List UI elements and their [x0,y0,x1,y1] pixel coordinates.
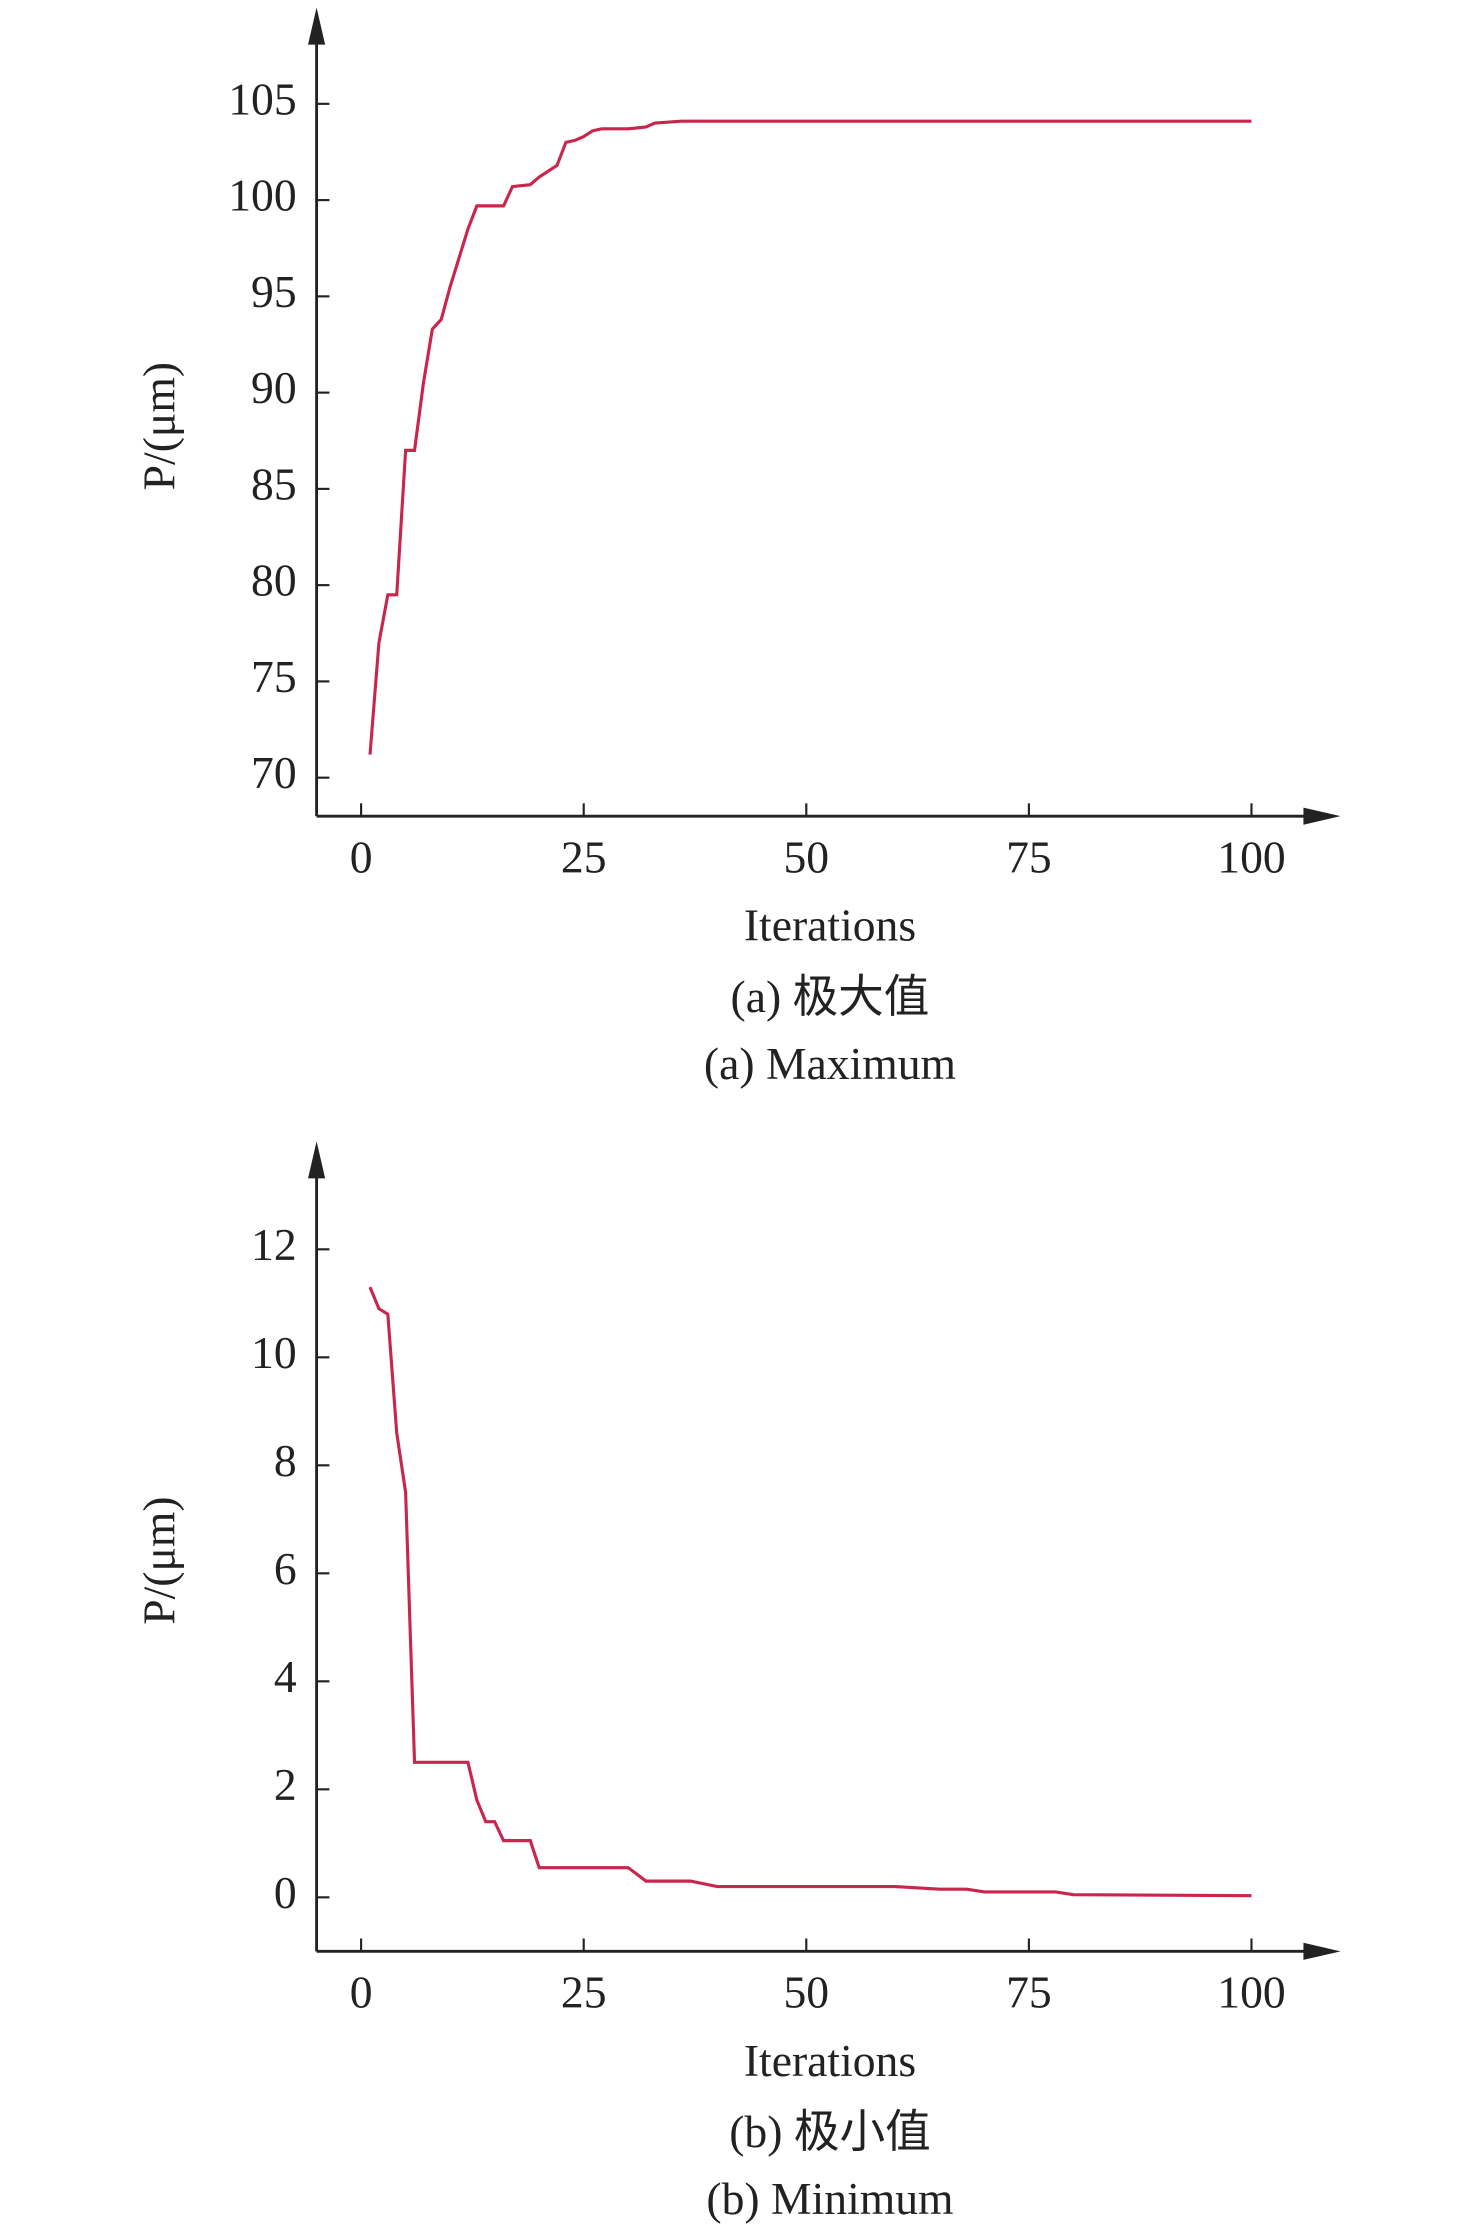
y-tick-label: 100 [228,170,296,221]
data-line [368,1286,1252,1898]
x-tick-label: 75 [1006,1966,1052,2017]
y-tick-label: 2 [274,1759,297,1810]
y-tick-label: 95 [251,266,297,317]
y-tick-label: 70 [251,747,297,798]
x-tick-label: 50 [783,831,829,882]
caption: (a) Maximum [704,1038,956,1089]
x-tick-label: 100 [1217,1966,1285,2017]
y-tick-label: 80 [251,555,297,606]
y-axis-arrow [308,1141,326,1179]
x-axis-arrow [1303,1942,1341,1960]
x-tick-label: 50 [783,1966,829,2017]
x-tick-label: 0 [350,831,373,882]
y-tick-label: 4 [274,1651,297,1702]
y-tick-label: 12 [251,1219,297,1270]
y-axis-label: P/(μm) [133,1496,184,1624]
x-axis-label: Iterations [744,2035,916,2086]
y-tick-label: 75 [251,651,297,702]
caption: (b) 极小值 [729,2106,930,2157]
y-tick-label: 0 [274,1867,297,1918]
data-line [368,119,1252,755]
y-axis-label: P/(μm) [133,362,184,490]
y-axis-arrow [308,7,326,45]
x-tick-label: 0 [350,1966,373,2017]
x-axis-label: Iterations [744,900,916,951]
x-axis-arrow [1303,807,1341,825]
y-tick-label: 90 [251,362,297,413]
y-tick-label: 10 [251,1327,297,1378]
x-tick-label: 75 [1006,831,1052,882]
y-tick-label: 85 [251,458,297,509]
caption: (b) Minimum [706,2173,953,2224]
caption: (a) 极大值 [731,971,930,1022]
y-tick-label: 6 [274,1543,297,1594]
y-tick-label: 8 [274,1435,297,1486]
y-tick-label: 105 [228,73,296,124]
x-tick-label: 100 [1217,831,1285,882]
x-tick-label: 25 [561,1966,607,2017]
x-tick-label: 25 [561,831,607,882]
